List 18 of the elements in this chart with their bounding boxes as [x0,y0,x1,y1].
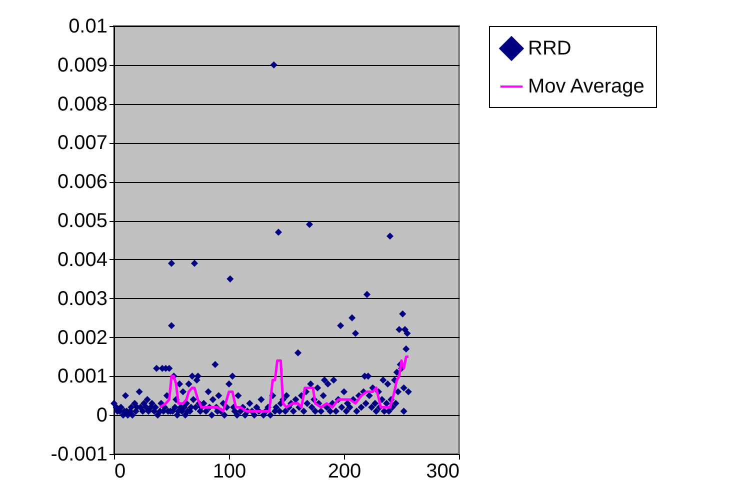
y-tick-label: 0.006 [57,171,108,194]
y-tick-label: 0.005 [57,210,108,232]
y-tick-label: 0.003 [57,288,108,310]
y-tick-label: 0 [96,404,108,427]
legend-label: Mov Average [528,76,644,98]
y-tick-label: 0.007 [57,132,108,154]
x-tick-label: 0 [114,460,126,482]
x-tick-label: 200 [328,460,362,482]
x-tick-label: 100 [212,460,246,482]
x-tick-label: 300 [426,460,460,482]
y-tick-label: 0.001 [57,366,108,388]
y-tick-label: 0.009 [57,54,108,76]
y-tick-label: 0.01 [68,16,108,38]
y-tick-label: 0.002 [57,326,108,349]
y-tick-label: 0.004 [57,248,108,271]
y-tick-label: 0.008 [57,93,108,116]
y-tick-label: -0.001 [50,444,108,466]
legend-label: RRD [528,38,572,60]
